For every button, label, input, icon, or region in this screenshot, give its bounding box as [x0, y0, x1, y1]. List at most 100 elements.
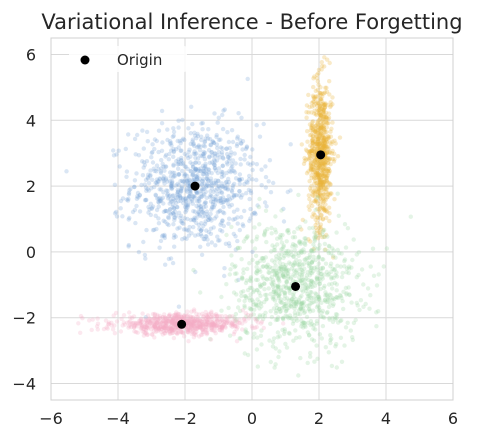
sample-point [306, 110, 311, 115]
sample-point [157, 198, 163, 204]
sample-point [230, 164, 235, 169]
sample-point [262, 200, 268, 205]
sample-point [344, 270, 349, 275]
sample-point [254, 316, 259, 321]
sample-point [315, 180, 320, 186]
sample-point [303, 219, 308, 224]
sample-point [211, 140, 217, 146]
sample-point [194, 319, 200, 324]
sample-point [238, 308, 243, 314]
sample-point [211, 204, 217, 210]
sample-point [132, 207, 138, 213]
sample-point [153, 192, 158, 197]
sample-point [151, 316, 157, 321]
sample-point [324, 110, 329, 116]
sample-point [355, 303, 360, 308]
sample-point [183, 172, 188, 177]
sample-point [168, 321, 173, 327]
sample-point [271, 268, 276, 274]
sample-point [127, 315, 133, 320]
sample-point [306, 333, 312, 338]
sample-point [121, 313, 127, 318]
sample-point [277, 292, 282, 297]
sample-point [210, 321, 215, 326]
sample-point [316, 165, 321, 170]
sample-point [322, 168, 327, 173]
sample-point [317, 134, 322, 139]
sample-point [161, 177, 166, 182]
sample-point [317, 207, 322, 212]
sample-point [182, 137, 187, 143]
sample-point [305, 139, 310, 144]
sample-point [269, 225, 274, 231]
sample-point [219, 325, 225, 331]
sample-point [161, 218, 166, 223]
sample-point [332, 280, 338, 286]
sample-point [173, 321, 178, 326]
sample-point [307, 149, 313, 154]
sample-point [342, 258, 347, 264]
sample-point [313, 126, 318, 131]
sample-point [221, 223, 226, 229]
sample-point [156, 216, 161, 221]
sample-point [190, 319, 196, 324]
sample-point [291, 263, 296, 268]
sample-point [186, 126, 191, 131]
sample-point [307, 306, 312, 312]
sample-point [211, 157, 217, 163]
sample-point [200, 327, 205, 332]
sample-point [334, 270, 339, 275]
sample-point [322, 197, 327, 202]
sample-point [316, 82, 321, 88]
sample-point [190, 172, 196, 177]
sample-point [187, 224, 192, 230]
sample-point [243, 329, 248, 334]
sample-point [296, 262, 301, 268]
sample-point [306, 307, 312, 312]
sample-point [260, 313, 266, 318]
sample-point [220, 218, 225, 224]
sample-point [130, 321, 135, 326]
sample-point [231, 231, 236, 237]
sample-point [318, 314, 324, 319]
sample-point [162, 325, 168, 331]
sample-point [319, 122, 324, 127]
sample-point [169, 186, 175, 192]
sample-point [211, 324, 217, 329]
sample-point [225, 162, 230, 167]
sample-point [258, 284, 263, 289]
sample-point [278, 309, 283, 314]
sample-point [185, 202, 191, 207]
sample-point [203, 136, 208, 141]
sample-point [309, 125, 315, 131]
sample-point [206, 178, 211, 183]
sample-point [286, 330, 292, 336]
sample-point [232, 324, 238, 329]
sample-point [199, 234, 204, 239]
sample-point [184, 317, 190, 323]
sample-point [271, 340, 276, 345]
sample-point [324, 150, 329, 155]
sample-point [222, 319, 227, 324]
sample-point [187, 194, 192, 199]
sample-point [146, 210, 151, 215]
sample-point [167, 141, 173, 146]
sample-point [219, 196, 224, 201]
sample-point [317, 113, 323, 118]
sample-point [313, 257, 318, 263]
sample-point [302, 236, 307, 241]
sample-point [268, 291, 273, 297]
sample-point [314, 72, 320, 77]
sample-point [322, 105, 328, 110]
sample-point [317, 307, 322, 313]
sample-point [314, 94, 319, 99]
sample-point [159, 148, 165, 153]
sample-point [296, 253, 301, 258]
sample-point [167, 201, 172, 206]
sample-point [152, 168, 157, 174]
sample-point [135, 330, 140, 335]
sample-point [178, 179, 183, 184]
sample-point [200, 327, 206, 333]
sample-point [272, 365, 277, 370]
sample-point [309, 247, 314, 253]
